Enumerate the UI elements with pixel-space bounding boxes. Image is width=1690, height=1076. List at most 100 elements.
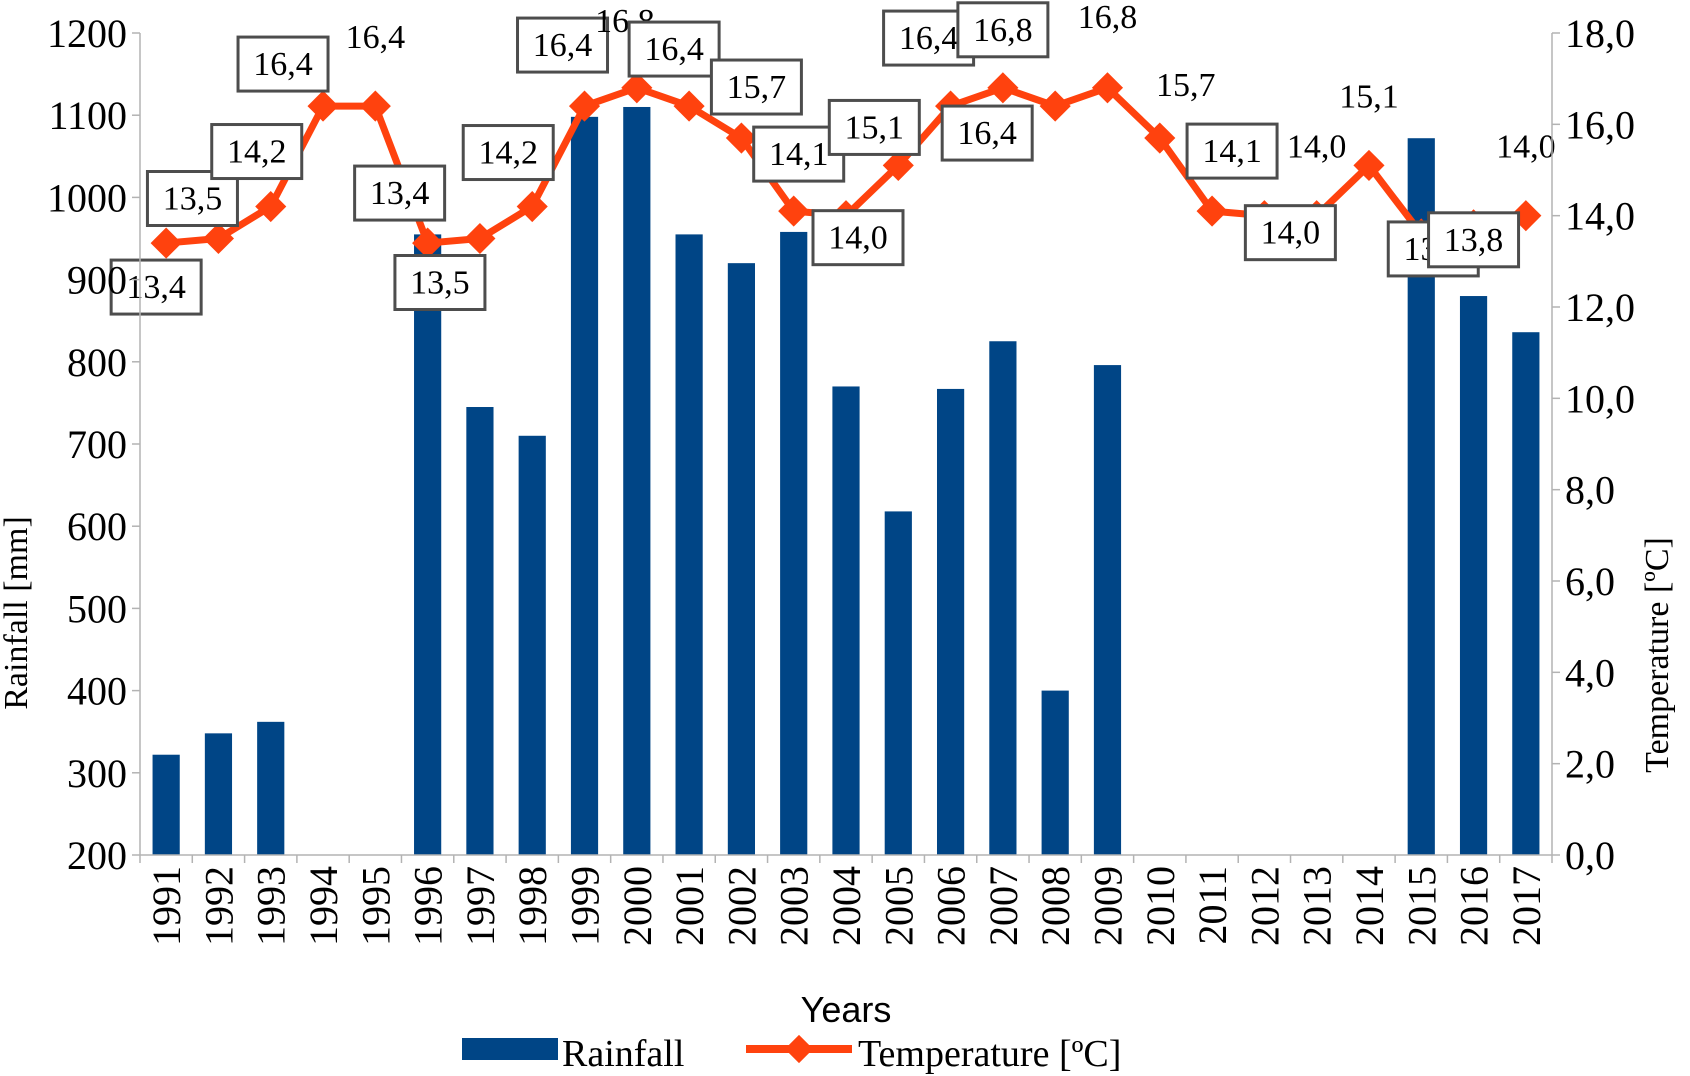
x-tick-label: 2010 bbox=[1138, 866, 1183, 946]
temperature-data-label: 16,4 bbox=[533, 27, 593, 64]
temperature-point bbox=[987, 72, 1019, 104]
legend-label-temperature: Temperature [ºC] bbox=[858, 1033, 1121, 1075]
rainfall-bar bbox=[570, 116, 599, 856]
rainfall-bar bbox=[1459, 296, 1488, 855]
y-right-tick-label: 16,0 bbox=[1565, 102, 1635, 147]
temperature-data-label: 16,4 bbox=[957, 115, 1017, 152]
y-left-tick-label: 400 bbox=[67, 669, 127, 714]
temperature-point bbox=[255, 190, 287, 223]
temperature-data-label: 15,1 bbox=[845, 109, 905, 146]
x-tick-label: 2012 bbox=[1242, 866, 1287, 946]
x-tick-label: 1992 bbox=[196, 866, 241, 946]
y-right-tick-label: 10,0 bbox=[1565, 376, 1635, 421]
temperature-data-label: 16,8 bbox=[1078, 0, 1138, 36]
temperature-data-label: 14,2 bbox=[227, 134, 287, 171]
x-tick-label: 1999 bbox=[563, 866, 608, 946]
rainfall-bar bbox=[1093, 365, 1122, 855]
x-tick-label: 1996 bbox=[406, 866, 451, 946]
temperature-label-box bbox=[109, 258, 203, 316]
rainfall-bar bbox=[1041, 690, 1069, 855]
temperature-point bbox=[516, 190, 548, 223]
x-tick-label: 2011 bbox=[1190, 866, 1235, 945]
y-right-tick-label: 8,0 bbox=[1565, 468, 1615, 513]
temperature-label-box bbox=[516, 16, 610, 74]
temperature-label-box bbox=[353, 164, 447, 222]
temperature-data-label: 14,0 bbox=[828, 220, 888, 257]
y-left-tick-label: 600 bbox=[67, 504, 127, 549]
x-tick-label: 2002 bbox=[719, 866, 764, 946]
temperature-point bbox=[307, 90, 339, 122]
y-right-tick-label: 6,0 bbox=[1565, 559, 1615, 604]
y-left-tick-label: 300 bbox=[67, 751, 127, 796]
temperature-label-box bbox=[461, 124, 555, 182]
temperature-data-label: 14,0 bbox=[1261, 215, 1321, 252]
x-tick-label: 1997 bbox=[458, 866, 503, 946]
temperature-label-box bbox=[811, 209, 905, 267]
x-tick-label: 2005 bbox=[876, 866, 921, 946]
temperature-data-label: 16,4 bbox=[644, 31, 704, 68]
y-right-tick-label: 4,0 bbox=[1565, 650, 1615, 695]
temperature-label-box bbox=[145, 170, 239, 227]
temperature-label-box bbox=[956, 1, 1050, 59]
y-left-tick-label: 1200 bbox=[47, 11, 127, 56]
y-right-tick-label: 14,0 bbox=[1565, 194, 1635, 239]
temperature-point bbox=[359, 90, 391, 122]
x-tick-label: 2007 bbox=[981, 866, 1026, 946]
temperature-data-label: 15,7 bbox=[1156, 67, 1216, 104]
rainfall-bar bbox=[152, 754, 180, 855]
rainfall-bar bbox=[623, 106, 651, 856]
x-tick-label: 1993 bbox=[249, 866, 294, 946]
y-right-tick-label: 0,0 bbox=[1565, 833, 1615, 878]
rainfall-bar bbox=[832, 386, 860, 855]
legend-swatch-rainfall bbox=[462, 1038, 558, 1060]
temperature-label-box bbox=[210, 123, 304, 181]
temperature-label-box bbox=[1185, 122, 1279, 180]
temperature-label-box bbox=[627, 20, 721, 78]
temperature-data-label: 14,2 bbox=[478, 135, 538, 172]
temperature-data-label: 15,1 bbox=[1339, 78, 1399, 115]
rainfall-bar bbox=[727, 263, 756, 855]
y-left-tick-label: 1000 bbox=[47, 175, 127, 220]
x-axis-label: Years bbox=[801, 989, 892, 1030]
rainfall-bar bbox=[936, 388, 965, 855]
temperature-data-label: 14,1 bbox=[1202, 133, 1262, 170]
x-tick-label: 2004 bbox=[824, 866, 869, 946]
temperature-data-label: 13,5 bbox=[410, 265, 470, 302]
temperature-point bbox=[150, 227, 182, 259]
temperature-data-label: 16,8 bbox=[973, 12, 1033, 49]
y-right-tick-label: 12,0 bbox=[1565, 285, 1635, 330]
temperature-point bbox=[673, 90, 705, 122]
temperature-data-label: 14,1 bbox=[769, 136, 829, 173]
temperature-data-label: 16,4 bbox=[253, 46, 313, 83]
rainfall-bar bbox=[675, 234, 703, 855]
rainfall-bar bbox=[257, 721, 285, 855]
x-tick-label: 2013 bbox=[1295, 866, 1340, 946]
legend: Rainfall Temperature [ºC] bbox=[462, 1033, 1121, 1075]
x-tick-label: 1995 bbox=[353, 866, 398, 946]
x-tick-label: 2003 bbox=[772, 866, 817, 946]
temperature-label-box bbox=[709, 58, 803, 116]
temperature-label-box bbox=[393, 254, 487, 311]
x-tick-label: 2009 bbox=[1085, 866, 1130, 946]
legend-label-rainfall: Rainfall bbox=[562, 1033, 684, 1075]
temperature-label-box bbox=[827, 98, 921, 156]
temperature-point bbox=[464, 222, 496, 255]
x-tick-label: 2001 bbox=[667, 866, 712, 946]
x-tick-label: 2000 bbox=[615, 866, 660, 946]
y-left-tick-label: 700 bbox=[67, 422, 127, 467]
temperature-data-label: 16,4 bbox=[899, 20, 959, 57]
temperature-label-box bbox=[1243, 204, 1337, 262]
rainfall-bar bbox=[780, 231, 808, 855]
rainfall-bar bbox=[204, 733, 233, 855]
temperature-data-label: 13,8 bbox=[1444, 222, 1504, 259]
x-tick-label: 2006 bbox=[929, 866, 974, 946]
rainfall-bar bbox=[1512, 332, 1540, 855]
temperature-data-label: 13,5 bbox=[163, 181, 223, 218]
y-left-tick-label: 800 bbox=[67, 340, 127, 385]
temperature-label-box bbox=[940, 104, 1034, 162]
temperature-data-labels: 13,413,514,216,416,413,413,514,216,416,8… bbox=[109, 0, 1556, 316]
y-left-tick-label: 200 bbox=[67, 833, 127, 878]
x-tick-label: 2015 bbox=[1399, 866, 1444, 946]
temperature-label-box bbox=[1427, 211, 1521, 269]
legend-swatch-temperature-marker bbox=[784, 1034, 814, 1064]
